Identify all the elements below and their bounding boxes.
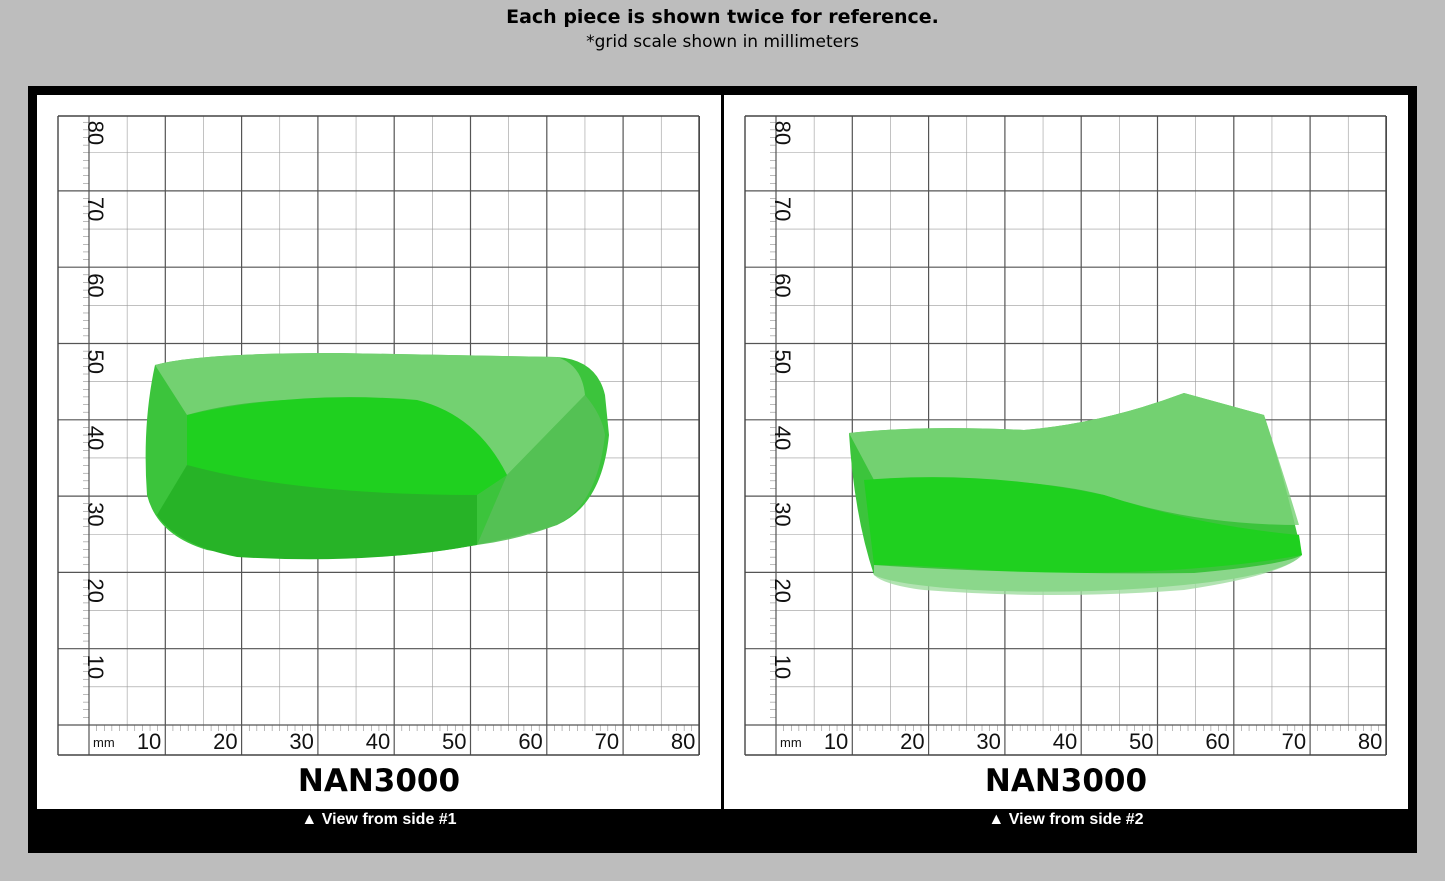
y-tick-label: 70 [770, 197, 795, 221]
y-tick-label: 40 [770, 426, 795, 450]
green-stone-side-2 [849, 393, 1302, 595]
unit-label: mm [93, 735, 115, 750]
mm-grid: 10 20 30 40 50 60 70 80 mm 10 20 30 40 50 60 70 80 [744, 115, 1388, 756]
panel-side-2: 10 20 30 40 50 60 70 80 mm 10 20 30 40 50 60 70 80 NAN30… [724, 95, 1408, 809]
x-tick-label: 20 [900, 729, 924, 754]
x-tick-label: 50 [442, 729, 466, 754]
x-tick-label: 70 [595, 729, 619, 754]
x-tick-label: 40 [366, 729, 390, 754]
x-tick-label: 30 [289, 729, 313, 754]
y-tick-label: 50 [770, 350, 795, 374]
y-tick-label: 80 [770, 121, 795, 145]
x-tick-label: 50 [1129, 729, 1153, 754]
y-tick-label: 30 [83, 502, 108, 526]
y-tick-label: 60 [770, 273, 795, 297]
y-tick-label: 20 [770, 578, 795, 602]
photo-frame: 10 20 30 40 50 60 70 80 mm 10 20 30 40 50 60 70 80 NAN30… [28, 86, 1417, 853]
x-tick-label: 60 [518, 729, 542, 754]
y-tick-label: 80 [83, 121, 108, 145]
x-tick-label: 80 [1358, 729, 1382, 754]
y-tick-label: 60 [83, 273, 108, 297]
product-code: NAN3000 [297, 763, 461, 799]
caption-side-1: ▲ View from side #1 [301, 811, 457, 828]
green-stone-side-1 [145, 353, 609, 560]
y-tick-label: 50 [83, 350, 108, 374]
x-tick-label: 20 [213, 729, 237, 754]
caption-side-2: ▲ View from side #2 [988, 811, 1144, 828]
y-tick-label: 20 [83, 578, 108, 602]
x-tick-label: 80 [671, 729, 695, 754]
product-code: NAN3000 [984, 763, 1148, 799]
mm-grid: 10 20 30 40 50 60 70 80 mm 10 20 30 40 50 60 70 80 [57, 115, 701, 756]
y-tick-label: 10 [770, 655, 795, 679]
x-tick-label: 10 [137, 729, 161, 754]
x-tick-label: 30 [976, 729, 1000, 754]
x-tick-label: 60 [1205, 729, 1229, 754]
y-tick-label: 40 [83, 426, 108, 450]
x-tick-label: 70 [1282, 729, 1306, 754]
panel-side-1: 10 20 30 40 50 60 70 80 mm 10 20 30 40 50 60 70 80 NAN30… [37, 95, 721, 809]
y-tick-label: 30 [770, 502, 795, 526]
x-tick-label: 10 [824, 729, 848, 754]
x-tick-label: 40 [1053, 729, 1077, 754]
grid-photo-side-1: 10 20 30 40 50 60 70 80 mm 10 20 30 40 50 60 70 80 [57, 115, 701, 756]
unit-label: mm [780, 735, 802, 750]
grid-photo-side-2: 10 20 30 40 50 60 70 80 mm 10 20 30 40 50 60 70 80 [744, 115, 1388, 756]
y-tick-label: 70 [83, 197, 108, 221]
page-subtitle: *grid scale shown in millimeters [586, 32, 859, 52]
page-title: Each piece is shown twice for reference. [506, 6, 939, 28]
y-tick-label: 10 [83, 655, 108, 679]
